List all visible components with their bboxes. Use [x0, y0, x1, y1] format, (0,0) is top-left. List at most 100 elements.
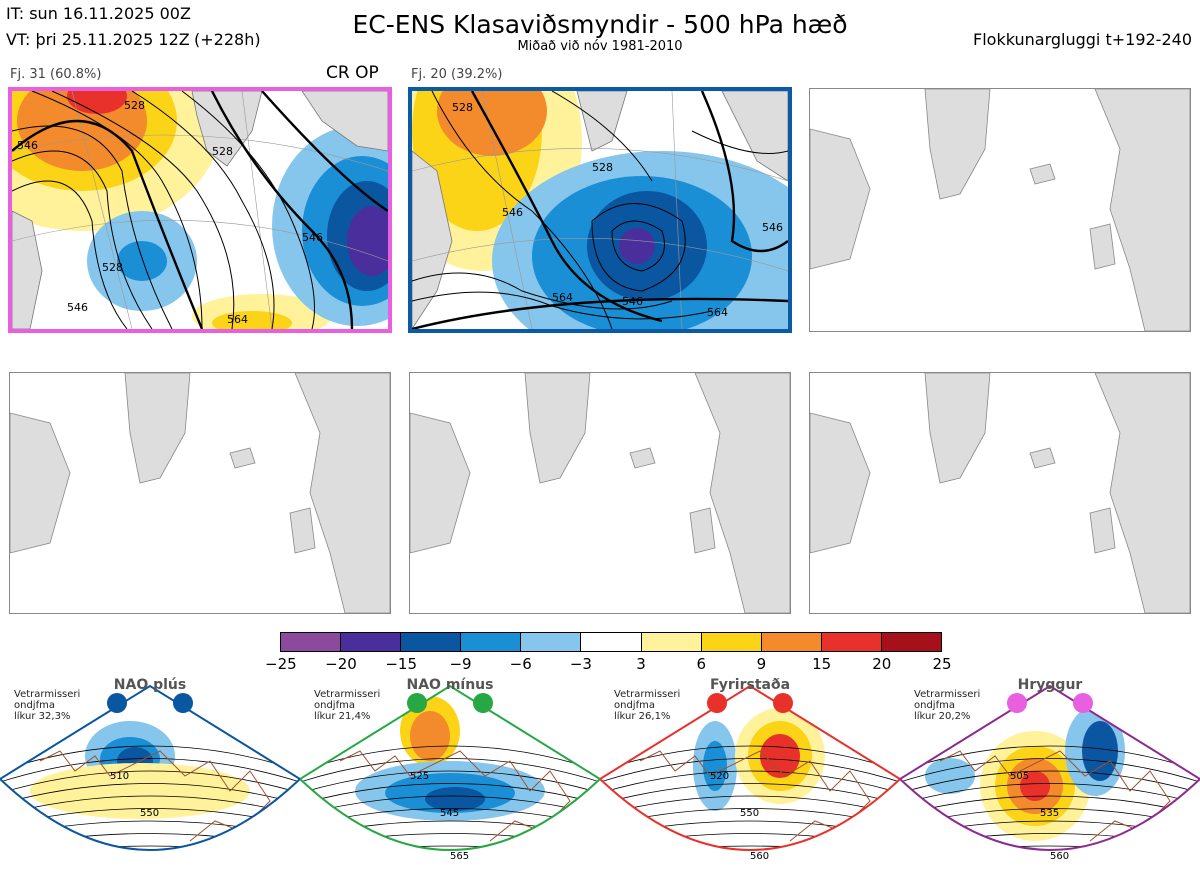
regime-info: Vetrarmisseri ondjfma líkur 26,1% — [614, 689, 680, 722]
europe-land — [1094, 373, 1190, 613]
canada-land — [12, 210, 43, 329]
regime-info-line: Vetrarmisseri — [914, 689, 981, 700]
regime-info-line: líkur 26,1% — [614, 711, 671, 722]
anomaly-area — [425, 787, 485, 811]
cluster-window: Flokkunargluggi t+192-240 — [973, 30, 1192, 49]
scandinavia-land — [721, 91, 788, 182]
regime-marker — [1007, 693, 1027, 713]
height-contour — [900, 758, 1200, 783]
height-contour — [600, 795, 900, 816]
regime-map-1: 510 550 — [0, 684, 300, 851]
negative-anomaly-area — [117, 241, 167, 281]
empty-map-3 — [809, 88, 1191, 332]
positive-anomaly-area — [212, 311, 292, 329]
iceland-land — [1029, 163, 1056, 185]
colorbar-segment — [401, 633, 462, 651]
regime-map-2: 525 545 565 — [300, 684, 600, 862]
height-contour — [300, 820, 600, 838]
contour-label: 560 — [750, 851, 769, 862]
canada-land — [410, 412, 471, 554]
greenland-land — [924, 89, 991, 200]
contour-label: 550 — [740, 808, 759, 819]
height-contour — [900, 795, 1200, 816]
regime-info-line: Vetrarmisseri — [14, 689, 81, 700]
uk-land — [289, 507, 316, 554]
height-contour — [300, 745, 600, 772]
regime-name: Hryggur — [1017, 677, 1083, 693]
contour-label: 545 — [440, 808, 459, 819]
empty-map-3-svg — [810, 89, 1190, 331]
colorbar-segment — [521, 633, 582, 651]
regime-marker — [473, 693, 493, 713]
canada-land — [810, 412, 871, 554]
contour-label: 564 — [552, 291, 573, 304]
regime-info-line: ondjfma — [314, 700, 355, 711]
contour-label: 525 — [410, 771, 429, 782]
cluster-2-map[interactable]: 528 528 546 546 564 546 564 — [408, 87, 792, 333]
height-contour — [0, 845, 300, 850]
anomaly-area — [1082, 721, 1118, 781]
empty-map-6-svg — [810, 373, 1190, 613]
iceland-land — [629, 447, 656, 469]
contour-label: 564 — [707, 306, 728, 319]
empty-map-4 — [9, 372, 391, 614]
contour-label: 528 — [452, 101, 473, 114]
height-contour — [0, 783, 300, 805]
regime-info-line: Vetrarmisseri — [614, 689, 681, 700]
regime-info-line: líkur 20,2% — [914, 711, 971, 722]
europe-land — [1094, 89, 1190, 331]
contour-label: 560 — [1050, 851, 1069, 862]
canada-land — [412, 150, 453, 329]
colorbar-tick-label: 3 — [636, 655, 646, 673]
regime-marker — [773, 693, 793, 713]
colorbar — [280, 632, 942, 652]
contour-label: 546 — [67, 301, 88, 314]
initial-time: IT: sun 16.11.2025 00Z — [6, 4, 191, 23]
greenland-land — [524, 373, 591, 484]
canada-land — [810, 128, 871, 270]
anomaly-area — [703, 741, 727, 791]
height-contour — [600, 783, 900, 805]
uk-land — [689, 507, 716, 554]
uk-land — [1089, 223, 1116, 270]
contour-label: 564 — [227, 313, 248, 326]
page-subtitle: Miðað við nóv 1981-2010 — [517, 39, 683, 54]
canada-land — [10, 412, 71, 554]
contour-label: 535 — [1040, 808, 1059, 819]
empty-map-6 — [809, 372, 1191, 614]
europe-land — [294, 373, 390, 613]
cluster-1-label: Fj. 31 (60.8%) — [10, 67, 102, 82]
colorbar-tick-label: −20 — [325, 655, 357, 673]
height-contour — [600, 845, 900, 850]
colorbar-tick-label: 6 — [696, 655, 707, 673]
regime-map-4: 505 535 560 — [900, 684, 1200, 862]
height-contour — [600, 758, 900, 783]
colorbar-segment — [581, 633, 642, 651]
colorbar-tick-label: −3 — [569, 655, 592, 673]
cluster-1-map[interactable]: 528 528 546 546 528 546 564 — [8, 87, 392, 333]
colorbar-segment — [761, 633, 822, 651]
contour-label: 565 — [450, 851, 469, 862]
empty-map-4-svg — [10, 373, 390, 613]
regime-info: Vetrarmisseri ondjfma líkur 32,3% — [14, 689, 80, 722]
contour-label: 546 — [502, 206, 523, 219]
empty-map-5 — [409, 372, 791, 614]
height-contour — [300, 845, 600, 850]
height-contour — [0, 820, 300, 838]
colorbar-segment — [281, 633, 342, 651]
contour-label: 528 — [592, 161, 613, 174]
regime-info-line: ondjfma — [14, 700, 55, 711]
greenland-land — [924, 373, 991, 484]
regime-map-3: 520 550 560 — [600, 684, 900, 862]
anomaly-area — [925, 758, 975, 794]
iceland-land — [229, 447, 256, 469]
height-contour — [900, 770, 1200, 794]
uk-land — [1089, 507, 1116, 554]
regime-info-line: ondjfma — [914, 700, 955, 711]
europe-land — [694, 373, 790, 613]
contour-label: 546 — [762, 221, 783, 234]
regime-marker — [707, 693, 727, 713]
height-contour — [0, 758, 300, 783]
contour-label: 550 — [140, 808, 159, 819]
contour-label: 520 — [710, 771, 729, 782]
